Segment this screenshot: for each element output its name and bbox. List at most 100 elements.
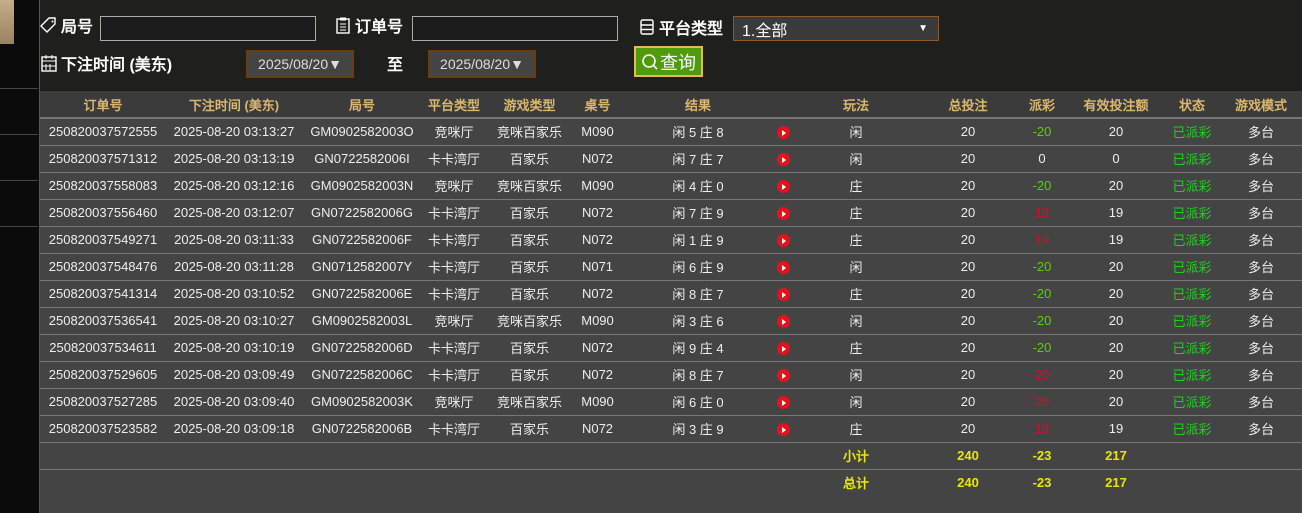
play-icon[interactable] [776, 369, 790, 383]
table-id-cell: N072 [573, 334, 622, 362]
grand-total-row: 总计 240 -23 217 [40, 469, 1302, 497]
clipboard-icon [336, 17, 350, 34]
play-icon[interactable] [776, 423, 790, 437]
result-cell: 闲 7 庄 9 [622, 199, 774, 227]
bet-time-cell: 2025-08-20 03:13:27 [166, 118, 302, 146]
order-input[interactable] [412, 16, 618, 41]
table-row: 250820037541314 2025-08-20 03:10:52 GN0722… [40, 280, 1302, 308]
bet-time-cell: 2025-08-20 03:11:28 [166, 253, 302, 281]
payout-cell: -20 [1016, 172, 1068, 200]
game-type-cell: 百家乐 [486, 145, 573, 173]
result-cell: 闲 7 庄 7 [622, 145, 774, 173]
total-bet-cell: 240 [920, 442, 1016, 470]
date-to-picker[interactable]: 2025/08/20▼ [428, 50, 536, 78]
play-icon[interactable] [776, 342, 790, 356]
table-id-cell: N072 [573, 226, 622, 254]
column-header: 游戏类型 [486, 91, 573, 119]
platform-cell: 卡卡湾厅 [422, 253, 486, 281]
table-row: 250820037549271 2025-08-20 03:11:33 GN0722… [40, 226, 1302, 254]
play-icon[interactable] [776, 396, 790, 410]
order-label: 订单号 [334, 13, 403, 37]
total-bet-cell: 20 [920, 199, 1016, 227]
result-cell: 闲 5 庄 8 [622, 118, 774, 146]
empty-cell [1164, 442, 1220, 470]
play-icon[interactable] [776, 153, 790, 167]
valid-bet-cell: 20 [1068, 280, 1164, 308]
total-bet-cell: 240 [920, 469, 1016, 497]
order-id-cell: 250820037527285 [40, 388, 166, 416]
bet-type-cell: 闲 [792, 388, 920, 416]
game-mode-cell: 多台 [1220, 361, 1302, 389]
table-row: 250820037534611 2025-08-20 03:10:19 GN0722… [40, 334, 1302, 362]
platform-cell: 卡卡湾厅 [422, 226, 486, 254]
table-id-cell: M090 [573, 172, 622, 200]
column-header: 平台类型 [422, 91, 486, 119]
filter-panel: 局号 订单号 平台类型 1.全部 ▼ 下注时间 (美东) 2025/08/20▼ … [40, 0, 1302, 90]
round-id-cell: GN0722582006D [302, 334, 422, 362]
platform-cell: 竞咪厅 [422, 307, 486, 335]
result-cell: 闲 4 庄 0 [622, 172, 774, 200]
column-header: 桌号 [573, 91, 622, 119]
total-bet-cell: 20 [920, 118, 1016, 146]
query-button[interactable]: 查询 [634, 46, 703, 77]
table-row: 250820037536541 2025-08-20 03:10:27 GM0902… [40, 307, 1302, 335]
play-icon[interactable] [776, 126, 790, 140]
play-icon[interactable] [776, 207, 790, 221]
order-id-cell: 250820037541314 [40, 280, 166, 308]
bet-time-cell: 2025-08-20 03:10:52 [166, 280, 302, 308]
valid-bet-cell: 217 [1068, 469, 1164, 497]
bet-time-cell: 2025-08-20 03:09:40 [166, 388, 302, 416]
play-icon[interactable] [776, 234, 790, 248]
empty-cell [622, 442, 774, 470]
game-type-cell: 百家乐 [486, 199, 573, 227]
game-mode-cell: 多台 [1220, 415, 1302, 443]
payout-cell: 20 [1016, 388, 1068, 416]
valid-bet-cell: 19 [1068, 199, 1164, 227]
replay-cell [774, 388, 792, 416]
payout-cell: -23 [1016, 469, 1068, 497]
sidebar [0, 0, 40, 513]
payout-cell: -20 [1016, 280, 1068, 308]
date-from-picker[interactable]: 2025/08/20▼ [246, 50, 354, 78]
column-header: 结果 [622, 91, 774, 119]
status-cell: 已派彩 [1164, 415, 1220, 443]
result-cell: 闲 9 庄 4 [622, 334, 774, 362]
empty-cell [166, 442, 302, 470]
round-id-cell: GN0712582007Y [302, 253, 422, 281]
play-icon[interactable] [776, 315, 790, 329]
game-type-cell: 百家乐 [486, 253, 573, 281]
platform-cell: 卡卡湾厅 [422, 199, 486, 227]
replay-cell [774, 118, 792, 146]
total-bet-cell: 20 [920, 145, 1016, 173]
table-id-cell: N071 [573, 253, 622, 281]
empty-cell [1220, 469, 1302, 497]
total-bet-cell: 20 [920, 361, 1016, 389]
column-header: 游戏模式 [1220, 91, 1302, 119]
bet-type-cell: 庄 [792, 226, 920, 254]
play-icon[interactable] [776, 261, 790, 275]
game-type-cell: 百家乐 [486, 415, 573, 443]
play-icon[interactable] [776, 288, 790, 302]
round-input[interactable] [100, 16, 316, 41]
valid-bet-cell: 20 [1068, 253, 1164, 281]
bet-type-cell: 庄 [792, 415, 920, 443]
game-mode-cell: 多台 [1220, 226, 1302, 254]
order-id-cell: 250820037572555 [40, 118, 166, 146]
label-cell: 小计 [792, 442, 920, 470]
platform-select[interactable]: 1.全部 ▼ [733, 16, 939, 41]
replay-cell [774, 307, 792, 335]
bet-type-cell: 闲 [792, 118, 920, 146]
table-row: 250820037529605 2025-08-20 03:09:49 GN0722… [40, 361, 1302, 389]
play-icon[interactable] [776, 180, 790, 194]
empty-cell [422, 469, 486, 497]
replay-cell [774, 145, 792, 173]
empty-cell [422, 442, 486, 470]
empty-cell [1220, 442, 1302, 470]
sidebar-tab[interactable] [0, 0, 14, 44]
search-icon [642, 53, 658, 70]
round-id-cell: GN0722582006C [302, 361, 422, 389]
table-id-cell: N072 [573, 361, 622, 389]
total-bet-cell: 20 [920, 307, 1016, 335]
round-id-cell: GM0902582003N [302, 172, 422, 200]
platform-label: 平台类型 [638, 15, 723, 39]
